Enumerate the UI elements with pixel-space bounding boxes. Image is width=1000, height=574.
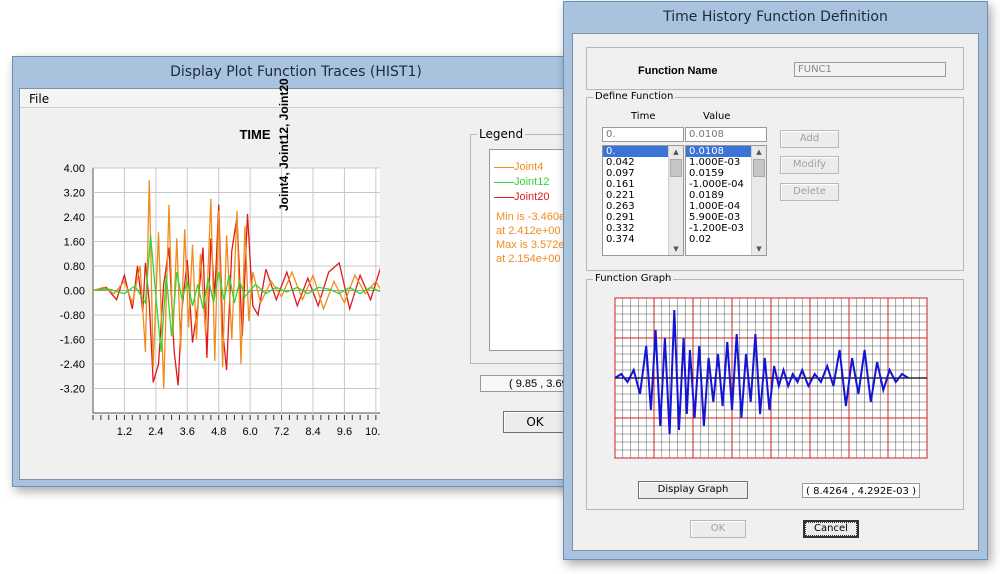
- legend-group-label: Legend: [477, 127, 526, 141]
- y-tick-label: -3.20: [60, 384, 85, 396]
- legend-entry-joint4: Joint4: [494, 161, 543, 173]
- x-tick-label: 10.8: [365, 426, 380, 435]
- chart-title: TIME: [239, 127, 271, 142]
- function-graph-group: Function Graph Display Graph ( 8.4264 , …: [586, 273, 964, 510]
- modify-button[interactable]: Modify: [780, 156, 839, 174]
- value-list-item[interactable]: 1.000E-03: [689, 157, 741, 168]
- value-header: Value: [703, 111, 731, 122]
- plot-window: Display Plot Function Traces (HIST1) Fil…: [12, 56, 580, 487]
- function-name-group: Function Name FUNC1: [586, 47, 964, 90]
- scroll-down-arrow-icon[interactable]: ▼: [673, 245, 679, 253]
- x-tick-label: 9.6: [337, 426, 352, 435]
- time-list-item[interactable]: 0.221: [606, 190, 635, 201]
- time-list-item[interactable]: 0.332: [606, 223, 635, 234]
- display-graph-button[interactable]: Display Graph: [638, 481, 748, 499]
- y-tick-label: 2.40: [64, 212, 85, 224]
- define-function-label: Define Function: [593, 91, 676, 102]
- scroll-down-arrow-icon[interactable]: ▼: [756, 245, 762, 253]
- function-graph: [614, 297, 928, 459]
- value-list-item[interactable]: 0.0108: [686, 146, 766, 157]
- value-list-item[interactable]: -1.200E-03: [689, 223, 744, 234]
- x-tick-label: 1.2: [117, 426, 132, 435]
- legend-entry-joint12: Joint12: [494, 176, 549, 188]
- trace-chart: 4.00 3.20 2.40 1.60 0.80 0.00 -0.80 -1.60 -2.40 -…: [60, 163, 380, 435]
- graph-coordinate-readout: ( 8.4264 , 4.292E-03 ): [802, 483, 920, 498]
- th-window-client: Function Name FUNC1 Define Function Time…: [572, 33, 979, 551]
- vertical-axis-label: Joint4, Joint12, Joint20: [277, 78, 291, 211]
- value-list-item[interactable]: 5.900E-03: [689, 212, 741, 223]
- function-graph-label: Function Graph: [593, 273, 674, 284]
- series-line-joint4: [92, 180, 380, 389]
- value-input[interactable]: 0.0108: [685, 127, 767, 142]
- legend-entry-joint20: Joint20: [494, 191, 549, 203]
- time-list[interactable]: 0. 0.042 0.097 0.161 0.221 0.263 0.291 0…: [602, 145, 684, 256]
- y-tick-label: -0.80: [60, 310, 85, 322]
- legend-swatch-joint4: [494, 166, 514, 168]
- y-tick-label: -2.40: [60, 359, 85, 371]
- x-tick-label: 3.6: [180, 426, 195, 435]
- time-input[interactable]: 0.: [602, 127, 684, 142]
- time-list-item[interactable]: 0.: [603, 146, 683, 157]
- legend-max-text: Max is 3.572e+: [496, 239, 571, 251]
- coordinate-readout: ( 9.85 , 3.69: [480, 375, 580, 392]
- cancel-button[interactable]: Cancel: [803, 520, 859, 538]
- time-list-item[interactable]: 0.042: [606, 157, 635, 168]
- time-list-item[interactable]: 0.097: [606, 168, 635, 179]
- value-list-item[interactable]: 0.02: [689, 234, 712, 245]
- legend-swatch-joint20: [494, 196, 514, 198]
- legend-swatch-joint12: [494, 181, 514, 183]
- value-list-scroll-thumb[interactable]: [753, 159, 765, 177]
- th-ok-button[interactable]: OK: [690, 520, 746, 538]
- menu-bar: File: [20, 89, 572, 108]
- y-tick-label: -1.60: [60, 335, 85, 347]
- x-tick-label: 7.2: [274, 426, 289, 435]
- x-tick-label: 8.4: [305, 426, 320, 435]
- x-tick-label: 4.8: [211, 426, 226, 435]
- legend-max-at-text: at 2.154e+00: [496, 253, 561, 265]
- graph-series-line: [614, 309, 909, 435]
- y-tick-label: 3.20: [64, 188, 85, 200]
- function-name-label: Function Name: [638, 65, 718, 77]
- plot-ok-button[interactable]: OK: [503, 411, 567, 433]
- x-tick-label: 6.0: [242, 426, 257, 435]
- th-window: Time History Function Definition Functio…: [563, 1, 988, 560]
- time-list-item[interactable]: 0.291: [606, 212, 635, 223]
- th-window-title: Time History Function Definition: [663, 9, 888, 25]
- time-list-item[interactable]: 0.263: [606, 201, 635, 212]
- value-list[interactable]: 0.0108 1.000E-03 0.0159 -1.000E-04 0.018…: [685, 145, 767, 256]
- series-line-joint12: [92, 235, 380, 352]
- time-list-scroll-thumb[interactable]: [670, 159, 682, 177]
- time-list-item[interactable]: 0.374: [606, 234, 635, 245]
- legend-min-text: Min is -3.460e+: [496, 211, 572, 223]
- add-button[interactable]: Add: [780, 130, 839, 148]
- delete-button[interactable]: Delete: [780, 183, 839, 201]
- legend-min-at-text: at 2.412e+00: [496, 225, 561, 237]
- scroll-up-arrow-icon[interactable]: ▲: [673, 148, 679, 156]
- value-list-item[interactable]: 0.0159: [689, 168, 724, 179]
- y-tick-label: 1.60: [64, 237, 85, 249]
- value-list-item[interactable]: -1.000E-04: [689, 179, 744, 190]
- y-tick-label: 0.80: [64, 261, 85, 273]
- plot-window-title: Display Plot Function Traces (HIST1): [170, 64, 422, 80]
- time-list-item[interactable]: 0.161: [606, 179, 635, 190]
- scroll-up-arrow-icon[interactable]: ▲: [756, 148, 762, 156]
- legend-stats: Min is -3.460e+ at 2.412e+00 Max is 3.57…: [496, 210, 572, 266]
- function-name-field[interactable]: FUNC1: [794, 62, 946, 77]
- value-list-scrollbar[interactable]: ▲ ▼: [751, 146, 766, 255]
- value-list-item[interactable]: 1.000E-04: [689, 201, 741, 212]
- time-header: Time: [631, 111, 656, 122]
- define-function-group: Define Function Time Value 0. 0.0108 0. …: [586, 91, 964, 271]
- series-line-joint20: [92, 204, 380, 386]
- plot-window-client: File TIME 4.00 3.20 2.40 1.60 0.80 0.00 -0.80 -…: [19, 78, 580, 480]
- value-list-item[interactable]: 0.0189: [689, 190, 724, 201]
- x-tick-label: 2.4: [148, 426, 163, 435]
- y-tick-label: 4.00: [64, 163, 85, 175]
- menu-file[interactable]: File: [29, 92, 50, 106]
- y-tick-label: 0.00: [64, 286, 85, 298]
- time-list-scrollbar[interactable]: ▲ ▼: [668, 146, 683, 255]
